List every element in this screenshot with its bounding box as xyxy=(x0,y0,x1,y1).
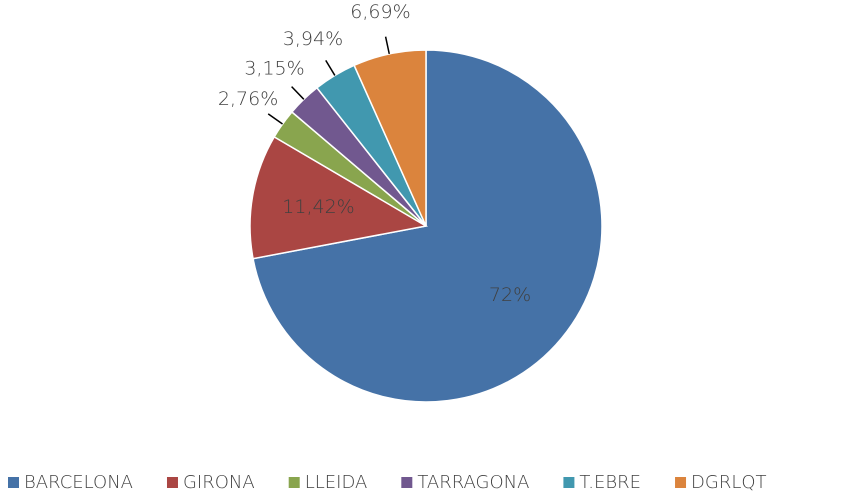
data-label: 3,94% xyxy=(283,28,343,50)
legend-swatch xyxy=(8,477,19,488)
leader-line xyxy=(267,113,283,125)
legend-swatch xyxy=(166,477,178,488)
legend-label: DGRLQT xyxy=(691,472,767,493)
leader-line xyxy=(384,36,391,55)
legend-label: TARRAGONA xyxy=(417,472,529,493)
legend-swatch xyxy=(563,477,575,488)
legend-swatch xyxy=(675,477,687,488)
leader-line xyxy=(291,86,305,100)
data-label: 11,42% xyxy=(282,196,354,218)
data-label: 72% xyxy=(489,284,531,306)
data-label: 2,76% xyxy=(218,88,278,110)
legend-swatch xyxy=(288,477,300,488)
legend-swatch xyxy=(401,477,413,488)
legend-label: T.EBRE xyxy=(579,472,641,493)
legend-label: BARCELONA xyxy=(24,472,133,493)
legend-label: GIRONA xyxy=(183,472,255,493)
data-label: 3,15% xyxy=(244,57,304,79)
leader-line xyxy=(325,59,336,76)
data-label: 6,69% xyxy=(350,1,410,23)
pie-slice xyxy=(353,49,427,227)
legend-label: LLEIDA xyxy=(305,472,368,493)
pie-slice xyxy=(249,135,429,260)
pie-slice xyxy=(252,49,603,403)
